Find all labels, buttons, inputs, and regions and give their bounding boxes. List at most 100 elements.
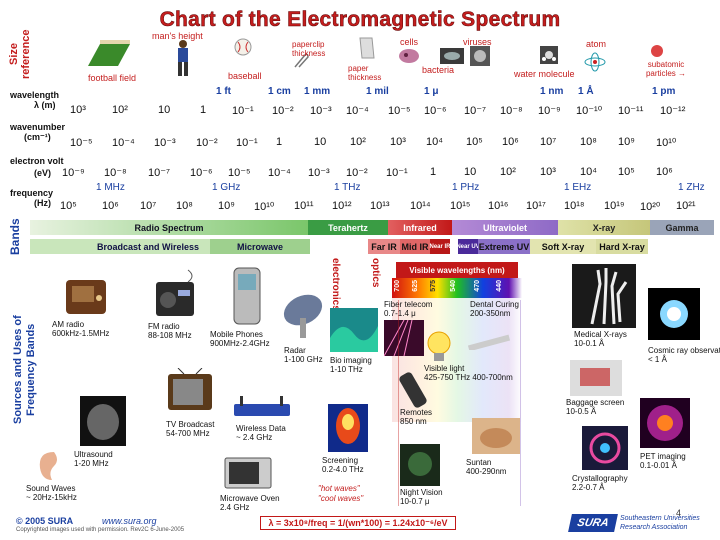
sources-label: Sources and Uses of Frequency Bands (12, 315, 37, 425)
paper-image (358, 36, 376, 60)
wireless-router-image (232, 396, 292, 420)
screening-image (328, 404, 368, 452)
electron-volt-row: 10⁻⁹ 10⁻⁸ 10⁻⁷ 10⁻⁶ 10⁻⁵ 10⁻⁴ 10⁻³ 10⁻² … (0, 166, 720, 180)
wavenumber-value: 10⁵ (466, 136, 483, 148)
wavelength-value: 10⁻¹ (232, 105, 254, 117)
ev-value: 10⁻⁹ (62, 167, 85, 179)
microwave-oven-image (224, 456, 272, 490)
cosmic-ray-image (648, 288, 700, 340)
wavenumber-value: 10¹⁰ (656, 137, 677, 149)
virus-image (470, 46, 490, 66)
radar-image (278, 290, 328, 340)
size-item-subatomic: subatomic particles → (645, 60, 686, 78)
source-pet-imaging: PET imaging 0.1-0.01 Å (640, 452, 686, 470)
size-marker-1ft: 1 ft (216, 86, 231, 97)
wavenumber-value: 10⁹ (618, 136, 635, 148)
wavenumber-value: 1 (276, 136, 283, 148)
ev-value: 10² (500, 166, 516, 178)
source-baggage-screen: Baggage screen 10-0.5 Å (566, 398, 625, 416)
ev-value: 1 (430, 166, 437, 178)
footer-org: Southeastern Universities Research Assoc… (620, 515, 700, 531)
source-radar: Radar 1-100 GHz (284, 346, 323, 364)
am-radio-image (64, 276, 108, 316)
band-far-ir: Far IR (368, 239, 400, 254)
electronics-label: electronics (330, 258, 341, 311)
wavenumber-value: 10⁶ (502, 136, 519, 148)
frequency-value: 10⁸ (176, 200, 193, 212)
frequency-value: 10¹⁸ (564, 200, 585, 212)
football-field-image (86, 36, 132, 72)
baggage-screen-image (570, 360, 622, 396)
size-item-bacteria: bacteria (422, 65, 455, 75)
size-item-cells: cells (400, 37, 419, 47)
size-marker-1nm: 1 nm (540, 86, 564, 97)
remote-image (398, 370, 428, 410)
source-visible-light: Visible light 425-750 THz 400-700nm (424, 364, 513, 382)
page-number: 4 (676, 508, 682, 518)
ultrasound-image (80, 396, 126, 446)
size-item-atom: atom (586, 39, 607, 49)
wavelength-unit: λ (m) (34, 100, 56, 110)
frequency-value: 10¹³ (370, 200, 390, 212)
wavelength-value: 10⁻¹⁰ (576, 105, 603, 117)
frequency-marker: 1 GHz (212, 182, 241, 193)
light-bulb-image (424, 330, 454, 364)
size-marker-1cm: 1 cm (268, 86, 291, 97)
source-remotes: Remotes 850 nm (400, 408, 433, 426)
wavenumber-value: 10⁻² (196, 137, 218, 149)
footer-small-print: Copyrighted images used with permission.… (16, 527, 185, 533)
source-suntan: Suntan 400-290nm (466, 458, 507, 476)
wavenumber-value: 10⁻⁴ (112, 137, 135, 149)
visible-header: Visible wavelengths (nm) (396, 262, 518, 278)
band-hard-xray: Hard X-ray (596, 239, 648, 254)
wavelength-value: 10⁻¹² (660, 105, 686, 117)
frequency-marker: 1 EHz (564, 182, 592, 193)
frequency-value: 10¹⁵ (450, 200, 471, 212)
tv-image (166, 367, 214, 416)
frequency-value: 10²⁰ (640, 201, 661, 213)
wavenumber-value: 10³ (390, 136, 406, 148)
source-screening: Screening 0.2-4.0 THz (322, 456, 364, 474)
sub-band-bar: Broadcast and Wireless Microwave Far IR … (30, 239, 714, 255)
subatomic-particle-image (650, 44, 664, 58)
source-fm-radio: FM radio 88-108 MHz (148, 322, 192, 340)
wavelength-value: 10 (158, 104, 171, 116)
atom-image (584, 52, 606, 72)
cells-image (398, 48, 420, 64)
source-ultrasound: Ultrasound 1-20 MHz (74, 450, 113, 468)
source-cosmic-ray: Cosmic ray observations< 1 Å (648, 346, 720, 364)
frequency-value: 10⁹ (218, 200, 235, 212)
band-terahertz: Terahertz (308, 220, 388, 235)
source-tv-broadcast: TV Broadcast 54-700 MHz (166, 420, 215, 438)
band-mid-ir: Mid IR (400, 239, 430, 254)
cool-waves-note: "cool waves" (318, 494, 364, 503)
wavelength-value: 10⁻⁹ (538, 105, 561, 117)
frequency-label: frequency (10, 188, 54, 198)
source-am-radio: AM radio 600kHz-1.5MHz (52, 320, 110, 338)
size-item-paperclip: paperclip thickness (292, 40, 326, 58)
wavelength-value: 10⁻⁸ (500, 105, 523, 117)
ev-value: 10⁻² (346, 167, 368, 179)
wavenumber-value: 10⁻⁵ (70, 137, 93, 149)
frequency-marker: 1 THz (334, 182, 361, 193)
visible-tick: 440 (496, 280, 503, 292)
size-marker-1mil: 1 mil (366, 86, 389, 97)
size-item-baseball: baseball (228, 71, 262, 81)
wavenumber-unit: (cm⁻¹) (24, 132, 51, 142)
wavenumber-value: 10⁻¹ (236, 137, 258, 149)
frequency-marker: 1 PHz (452, 182, 480, 193)
frequency-value: 10⁷ (140, 200, 157, 212)
size-item-football: football field (88, 73, 137, 83)
source-dental-curing: Dental Curing 200-350nm (470, 300, 519, 318)
footer-copyright: © 2005 SURA (16, 516, 74, 526)
source-crystallography: Crystallography 2.2-0.7 Å (572, 474, 628, 492)
source-night-vision: Night Vision 10-0.7 μ (400, 488, 443, 506)
wavelength-value: 10⁻¹¹ (618, 105, 644, 117)
source-microwave-oven: Microwave Oven 2.4 GHz (220, 494, 280, 512)
paperclip-image (292, 52, 310, 70)
ev-value: 10⁵ (618, 166, 635, 178)
ev-value: 10 (464, 166, 477, 178)
wavenumber-value: 10⁷ (540, 136, 557, 148)
source-fiber-telecom: Fiber telecom 0.7-1.4 μ (384, 300, 433, 318)
footer-url[interactable]: www.sura.org (102, 516, 157, 526)
